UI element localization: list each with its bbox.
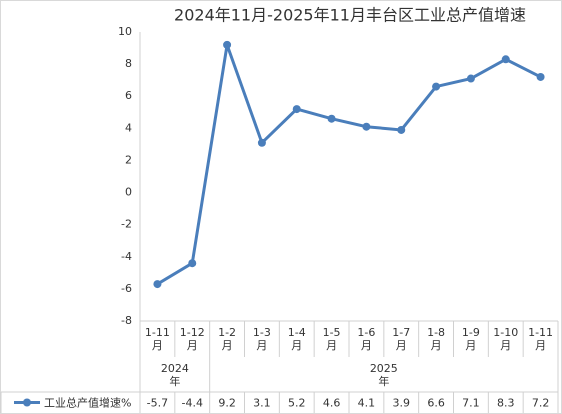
x-tick-label-box: 1-11月 [140,321,175,357]
group-label-box: 2025年 [210,357,558,392]
x-tick-label-box: 1-10月 [488,321,523,357]
y-tick-label: 6 [125,89,132,102]
y-tick-label: -2 [121,218,132,231]
y-tick-label: 10 [118,25,132,38]
y-tick-label: 4 [125,121,132,134]
x-tick-label-wrap: 1-11月 [523,321,558,357]
point [327,114,336,123]
point [362,122,371,131]
x-tick-label-wrap: 1-8月 [419,321,454,357]
x-tick-label: 1-8月 [427,326,446,352]
x-tick-label: 1-11月 [528,326,554,352]
y-tick-label: 2 [125,153,132,166]
x-tick-label-box: 1-8月 [419,321,454,357]
table-value: 7.2 [532,397,550,410]
y-tick-label: 8 [125,57,132,70]
x-tick-label-wrap: 1-4月 [279,321,314,357]
x-tick-label-wrap: 1-2月 [210,321,245,357]
series-line [156,44,542,286]
x-tick-label-box: 1-5月 [314,321,349,357]
table-value: 4.6 [323,397,341,410]
y-tick-label: -4 [121,250,132,263]
table-value: 3.1 [253,397,271,410]
group-label: 2025年 [369,361,398,388]
x-tick-label-box: 1-2月 [210,321,245,357]
y-tick-label: -8 [121,314,132,327]
x-tick-label: 1-9月 [461,326,480,352]
x-tick-label: 1-12月 [179,326,205,352]
x-tick-label: 1-2月 [218,326,237,352]
x-tick-label-wrap: 1-3月 [245,321,280,357]
point [257,138,266,147]
table-value: 5.2 [288,397,306,410]
table-value: 6.6 [427,397,445,410]
x-tick-label-box: 1-6月 [349,321,384,357]
x-tick-label-box: 1-3月 [245,321,280,357]
point [223,40,232,49]
x-tick-label-wrap: 1-10月 [488,321,523,357]
point [466,74,475,83]
table-value: 4.1 [358,397,376,410]
point [432,82,441,91]
x-tick-label-box: 1-9月 [454,321,489,357]
point [292,105,301,114]
x-tick-label-wrap: 1-5月 [314,321,349,357]
x-tick-label-box: 1-12月 [175,321,210,357]
table-value: -4.4 [182,397,203,410]
table-value: 7.1 [462,397,480,410]
table-value: 8.3 [497,397,515,410]
group-label: 2024年 [160,361,189,388]
y-tick-label: 0 [125,186,132,199]
point [188,259,197,268]
x-tick-label-wrap: 1-11月 [140,321,175,357]
x-tick-label: 1-3月 [252,326,271,352]
chart-title: 2024年11月-2025年11月丰台区工业总产值增速 [174,6,526,25]
x-tick-label-box: 1-4月 [279,321,314,357]
x-tick-label: 1-7月 [392,326,411,352]
group-label-wrap: 2024年 [140,357,210,392]
point [501,55,510,64]
x-tick-label-box: 1-11月 [523,321,558,357]
x-tick-label: 1-4月 [287,326,306,352]
point [536,72,545,81]
x-tick-label: 1-11月 [144,326,170,352]
x-tick-label-wrap: 1-7月 [384,321,419,357]
table-value: 3.9 [393,397,411,410]
table-value: 9.2 [218,397,236,410]
point [153,280,162,289]
x-tick-label: 1-10月 [493,326,519,352]
group-label-box: 2024年 [140,357,210,392]
legend-marker [23,398,31,407]
y-tick-label: -6 [121,282,132,295]
x-tick-label: 1-5月 [322,326,341,352]
group-label-wrap: 2025年 [210,357,558,392]
x-tick-label-wrap: 1-6月 [349,321,384,357]
x-tick-label-wrap: 1-9月 [454,321,489,357]
table-value: -5.7 [147,397,168,410]
x-tick-label: 1-6月 [357,326,376,352]
point [397,125,406,134]
x-tick-label-box: 1-7月 [384,321,419,357]
x-tick-label-wrap: 1-12月 [175,321,210,357]
legend-label: 工业总产值增速% [44,396,131,410]
